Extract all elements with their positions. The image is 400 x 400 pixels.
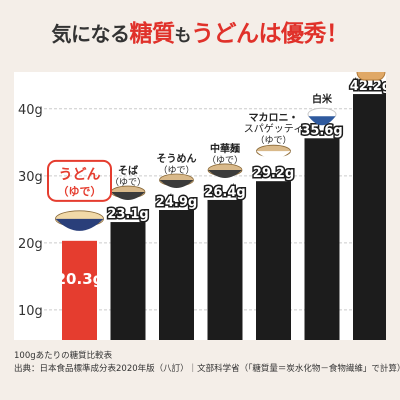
value-label: 35.6g: [301, 123, 342, 138]
rice-bowl-base-icon: [308, 116, 336, 126]
category-label: マカロニ・: [249, 112, 299, 124]
category-label: 中華麺: [210, 142, 240, 155]
value-label: 24.9g: [156, 195, 197, 210]
title-part4: うどんは優秀: [191, 21, 327, 47]
chart-note: 100gあたりの糖質比較表: [14, 351, 113, 361]
value-label: 23.1g: [107, 207, 148, 222]
bowl-base-icon: [208, 169, 242, 178]
bowl-base-icon: [55, 218, 104, 231]
category-label: 白米: [312, 92, 333, 105]
bowl-base-icon: [159, 179, 194, 188]
value-label: 20.3g: [56, 270, 104, 288]
y-tick-label: 40g: [18, 103, 43, 118]
source-note: 出典：日本食品標準成分表2020年版（八訂）｜文部科学省（「糖質量＝炭水化物－食…: [14, 364, 400, 374]
category-label: （ゆで）: [255, 135, 291, 146]
y-tick-label: 20g: [18, 237, 43, 252]
value-label: 26.4g: [204, 185, 245, 200]
bar: [304, 138, 340, 340]
bar-chart: 10g20g30g40g20.3gうどん（ゆで）23.1gそば（ゆで）24.9g…: [18, 72, 386, 340]
chart-title: 気になる糖質もうどんは優秀！: [0, 14, 400, 48]
bar: [256, 181, 291, 340]
bar: [353, 94, 386, 340]
title-part1: 気になる: [51, 22, 131, 46]
highlight-callout: [47, 159, 112, 202]
category-label: そば: [118, 164, 138, 177]
y-tick-label: 30g: [18, 170, 43, 185]
bowl-base-icon: [111, 192, 145, 201]
value-label: 29.2g: [253, 166, 294, 181]
category-label: （ゆで）: [207, 155, 243, 166]
y-tick-label: 10g: [18, 304, 43, 319]
bread-icon: [356, 72, 386, 81]
bar: [110, 222, 146, 340]
category-label: スパゲッティ: [244, 123, 303, 135]
category-label: （ゆで）: [58, 185, 102, 198]
title-part2: 糖質: [129, 21, 176, 47]
chart-area: 10g 20g 30g 40g 20.3g うどん （ゆで） 23.1g そば （ゆで） 24.9g…: [14, 72, 386, 340]
title-part3: も: [174, 26, 192, 46]
bowl-base-icon: [256, 151, 291, 160]
title-part5: ！: [326, 21, 349, 47]
bar: [62, 240, 97, 340]
category-label: うどん: [59, 167, 101, 183]
category-label: そうめん: [157, 153, 197, 165]
bar: [159, 209, 194, 340]
bar: [207, 199, 243, 340]
category-label: （ゆで）: [110, 177, 146, 188]
category-label: （ゆで）: [158, 165, 194, 176]
value-label: 42.2g: [350, 79, 386, 94]
